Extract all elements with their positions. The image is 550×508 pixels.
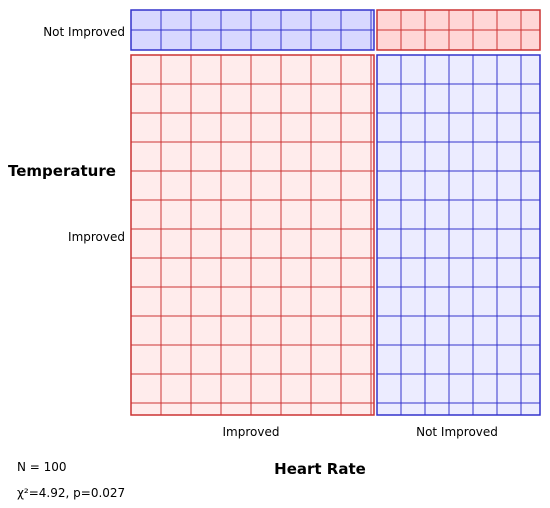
chi-square-annotation: χ²=4.92, p=0.027: [17, 486, 125, 500]
x-category-label-improved: Improved: [223, 425, 280, 439]
y-axis-title: Temperature: [8, 162, 116, 180]
mosaic-cell-improved-improved-48: [130, 54, 375, 416]
y-category-label-not-improved: Not Improved: [43, 25, 125, 39]
x-axis-title: Heart Rate: [274, 460, 366, 478]
sample-size-annotation: N = 100: [17, 460, 67, 474]
x-category-label-not-improved: Not Improved: [416, 425, 498, 439]
mosaic-cells: [130, 9, 541, 416]
y-category-label-improved: Improved: [68, 230, 125, 244]
mosaic-cell-not-improved-improved-40: [376, 54, 541, 416]
